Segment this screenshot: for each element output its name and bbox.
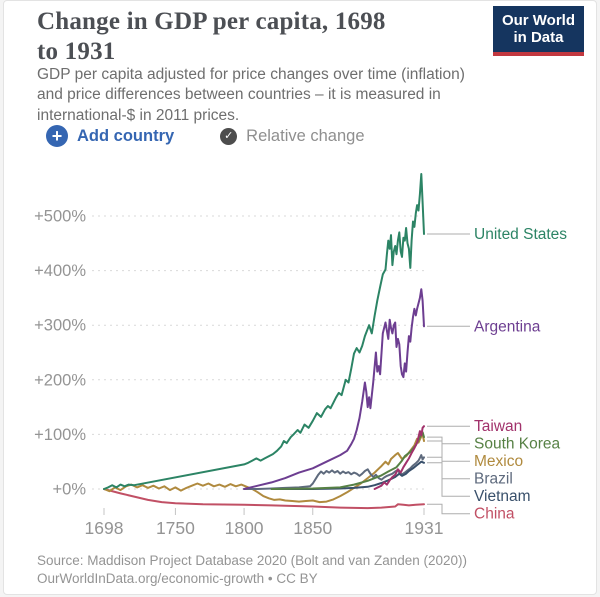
source-url-link[interactable]: OurWorldInData.org/economic-growth xyxy=(37,570,265,586)
add-country-label: Add country xyxy=(77,126,175,145)
y-axis-tick-label: +500% xyxy=(34,208,86,226)
series-line-taiwan xyxy=(373,425,425,490)
chart-card: Change in GDP per capita, 1698 to 1931 O… xyxy=(3,0,597,595)
label-connector-vietnam xyxy=(427,462,470,497)
series-line-south-korea xyxy=(270,431,425,490)
plus-circle-icon: + xyxy=(46,125,68,147)
license-text: • CC BY xyxy=(264,570,318,586)
series-label-brazil[interactable]: Brazil xyxy=(474,471,513,488)
y-axis-tick-label: +200% xyxy=(34,371,86,389)
label-connector-china xyxy=(427,503,470,515)
series-label-mexico[interactable]: Mexico xyxy=(474,453,523,470)
chart-subtitle: GDP per capita adjusted for price change… xyxy=(37,66,465,124)
series-line-brazil xyxy=(243,454,425,490)
check-circle-icon: ✓ xyxy=(220,127,238,145)
label-connector-south-korea xyxy=(427,436,470,445)
relative-change-label: Relative change xyxy=(246,126,365,145)
page-title: Change in GDP per capita, 1698 to 1931 xyxy=(37,8,386,65)
series-label-south-korea[interactable]: South Korea xyxy=(474,436,561,453)
chart-controls: + Add country ✓ Relative change xyxy=(46,125,365,147)
x-axis-tick-label: 1800 xyxy=(225,518,264,538)
source-citation: Source: Maddison Project Database 2020 (… xyxy=(37,553,468,568)
x-axis-tick-label: 1698 xyxy=(85,518,124,538)
source-note: Source: Maddison Project Database 2020 (… xyxy=(37,552,467,587)
x-axis-tick-label: 1750 xyxy=(156,518,195,538)
series-line-china xyxy=(103,488,425,510)
y-axis-tick-label: +100% xyxy=(34,426,86,444)
x-axis-tick-label: 1850 xyxy=(293,518,332,538)
series-label-united-states[interactable]: United States xyxy=(474,226,567,243)
y-axis-tick-label: +400% xyxy=(34,262,86,280)
series-label-china[interactable]: China xyxy=(474,506,515,523)
series-label-argentina[interactable]: Argentina xyxy=(474,318,541,335)
gdp-line-chart: +0% +100% +200% +300% +400% +500% 1698 1750 1800… xyxy=(34,173,567,538)
owid-logo-line1: Our World xyxy=(501,12,575,29)
series-line-united-states xyxy=(103,173,425,490)
series-line-argentina xyxy=(243,288,425,490)
y-axis-tick-label: +300% xyxy=(34,317,86,335)
owid-logo[interactable]: Our World in Data xyxy=(492,6,584,56)
label-connector-brazil xyxy=(427,456,470,480)
y-axis-tick-label: +0% xyxy=(53,481,87,499)
series-line-mexico xyxy=(103,433,425,504)
owid-logo-line2: in Data xyxy=(513,29,564,47)
series-label-vietnam[interactable]: Vietnam xyxy=(474,488,531,505)
relative-change-toggle[interactable]: ✓ Relative change xyxy=(220,126,365,146)
add-country-button[interactable]: + Add country xyxy=(46,125,174,147)
series-line-vietnam xyxy=(270,460,425,490)
label-connector-mexico xyxy=(427,440,470,462)
x-axis-tick-label: 1931 xyxy=(405,518,444,538)
series-label-taiwan[interactable]: Taiwan xyxy=(474,418,522,435)
